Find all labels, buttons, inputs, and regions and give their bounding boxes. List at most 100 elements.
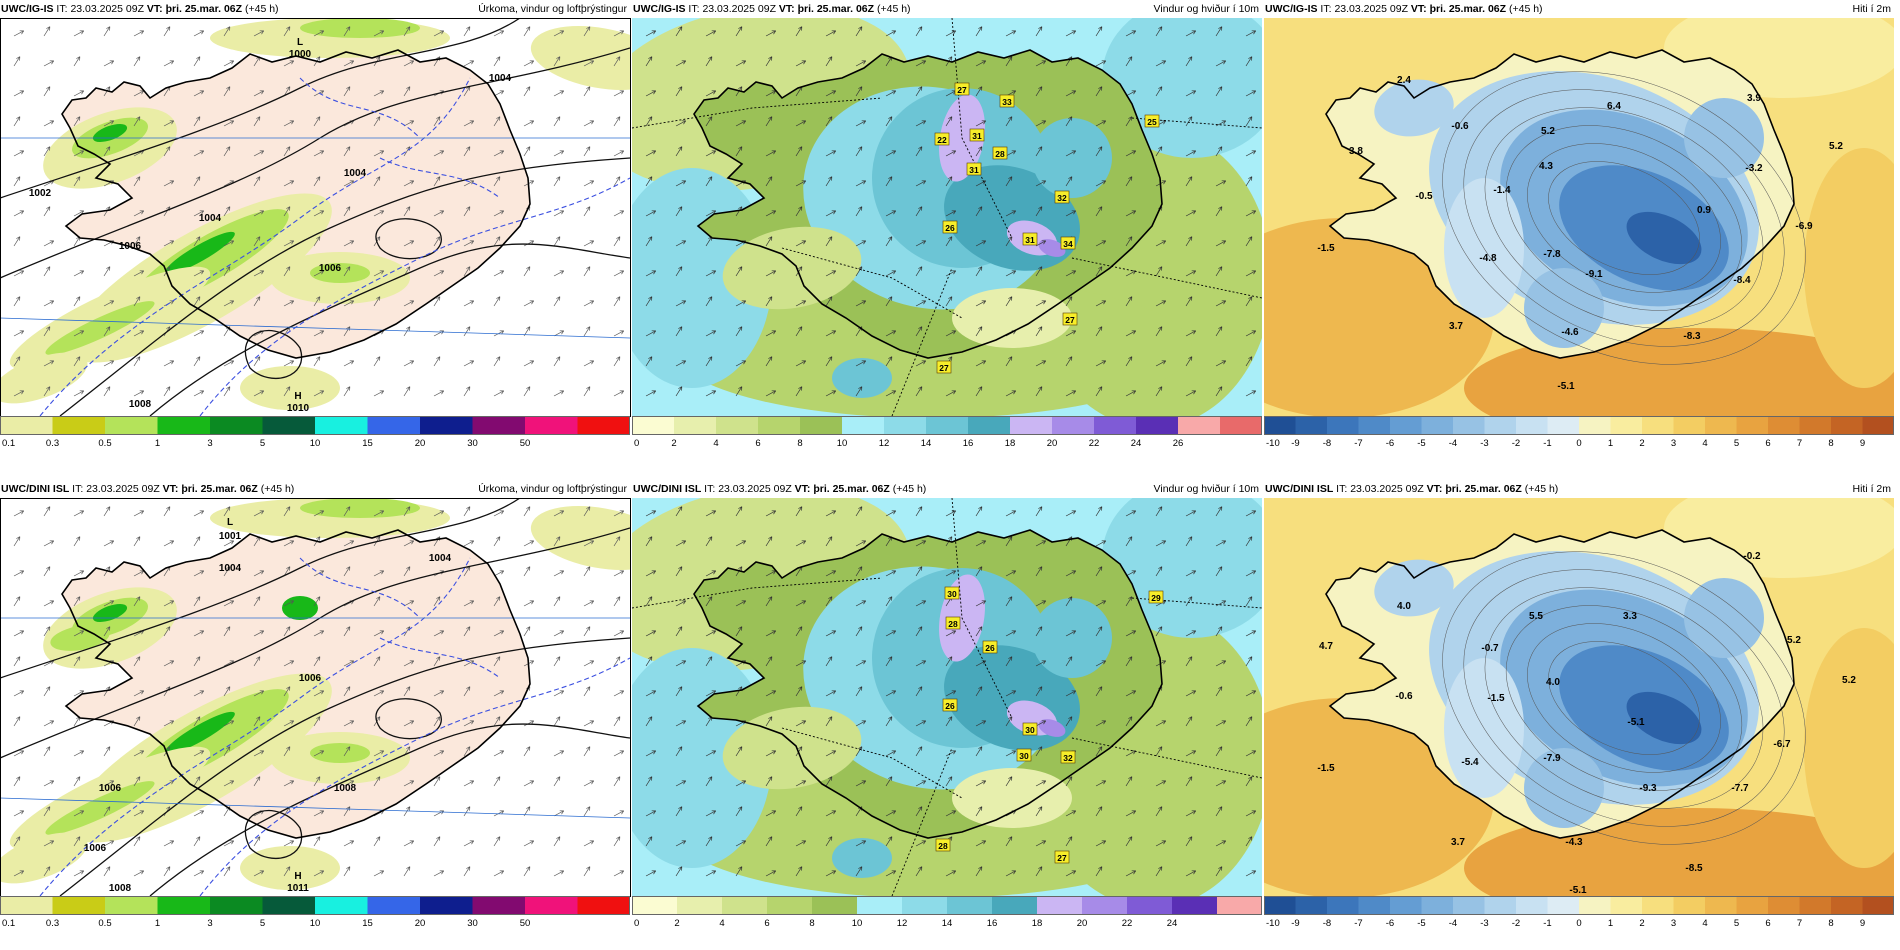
colorbar-tick: 0 <box>634 918 639 929</box>
precip-colorbar: 0.1 0.3 0.5 1 3 5 10 15 20 30 50 <box>0 416 630 452</box>
temp-map[interactable]: -0.2 4.0 5.5 3.3 4.7 -0.7 5.2 4.0 5.2 -0.6 -1.5 -5.… <box>1264 498 1894 896</box>
map-label: 1006 <box>299 673 322 684</box>
wind-vectors <box>645 26 1257 397</box>
map-label: -1.5 <box>1317 763 1335 774</box>
field-patch <box>1626 691 1702 745</box>
colorbar-tick: 9 <box>1860 438 1865 449</box>
colorbar-swatch <box>716 416 759 434</box>
map-label: 1006 <box>319 263 342 274</box>
colorbar-swatch <box>857 896 903 914</box>
coastline <box>693 49 1163 359</box>
colorbar-swatch <box>1736 416 1769 434</box>
temp-map[interactable]: 2.4 -0.6 5.2 6.4 3.9 3.8 4.3 -1.4 -3.2 5.2 -0.5 0.9… <box>1264 18 1894 416</box>
colorbar-tick: 0.5 <box>98 438 111 449</box>
map-label: -6.7 <box>1773 739 1791 750</box>
field-patch <box>832 838 892 878</box>
field-patch <box>1374 79 1454 137</box>
colorbar-swatch <box>1705 896 1737 914</box>
colorbar-tick: 6 <box>1765 918 1770 929</box>
map-label: 26 <box>985 643 995 653</box>
map-label: 1004 <box>429 553 452 564</box>
precip-map[interactable]: L 1001 H 1011 1004 1006 1006 1008 1004 1006 1008 <box>0 498 630 896</box>
colorbar-swatch <box>1037 896 1083 914</box>
map-label: 3.7 <box>1451 837 1465 848</box>
panel-title: Hiti í 2m <box>1852 483 1891 495</box>
map-label: -3.2 <box>1745 163 1763 174</box>
colorbar-tick: 16 <box>963 438 974 449</box>
colorbar-swatch <box>1295 896 1328 914</box>
map-label: -6.9 <box>1795 221 1813 232</box>
map-label: 3.9 <box>1747 93 1761 104</box>
map-label: 1008 <box>129 399 152 410</box>
colorbar-swatch <box>1610 896 1643 914</box>
colorbar-swatch <box>1390 896 1422 914</box>
map-label: 31 <box>972 131 982 141</box>
colorbar-tick: -5 <box>1417 438 1425 449</box>
colorbar-tick: 2 <box>1639 918 1644 929</box>
colorbar-tick: 8 <box>809 918 814 929</box>
colorbar-swatch <box>1516 896 1548 914</box>
colorbar-swatch <box>577 896 630 914</box>
map-label: 28 <box>948 619 958 629</box>
wind-map[interactable]: 27 33 22 31 28 31 32 26 31 34 25 27 27 <box>632 18 1262 416</box>
colorbar-tick: 6 <box>1765 438 1770 449</box>
field-patch <box>1032 598 1112 678</box>
map-label: 1010 <box>287 403 310 414</box>
colorbar-swatch <box>968 416 1011 434</box>
colorbar-swatch <box>1642 896 1674 914</box>
map-label: 30 <box>1019 751 1029 761</box>
gust-label-box <box>942 698 958 712</box>
colorbar-swatch <box>1220 416 1262 434</box>
vt-label: VT: <box>1410 3 1427 15</box>
colorbar-swatch <box>1217 896 1262 914</box>
field-patch <box>1626 211 1702 265</box>
map-label: 34 <box>1063 239 1073 249</box>
panel-title: Vindur og hviður í 10m <box>1153 483 1259 495</box>
colorbar-tick: 4 <box>1702 438 1707 449</box>
it-label: IT: <box>1336 483 1348 495</box>
it-label: IT: <box>688 3 700 15</box>
map-label: -7.7 <box>1731 783 1749 794</box>
panel-header: UWC/IG-IS IT: 23.03.2025 09Z VT: þri. 25… <box>632 0 1262 18</box>
gust-label-box <box>1054 850 1070 864</box>
map-label: 28 <box>938 841 948 851</box>
colorbar-swatch <box>0 416 53 434</box>
colorbar-swatch <box>105 416 158 434</box>
map-label: 4.3 <box>1539 161 1553 172</box>
colorbar-tick: -10 <box>1266 438 1280 449</box>
map-label: 22 <box>937 135 947 145</box>
wind-vectors <box>13 506 625 877</box>
map-label: 1002 <box>29 188 52 199</box>
colorbar-swatch <box>1082 896 1128 914</box>
colorbar-swatch <box>1831 416 1863 434</box>
precip-map[interactable]: L 1000 H 1010 1002 1004 1006 1004 1006 1008 1004 <box>0 18 630 416</box>
map-label: 3.3 <box>1623 611 1637 622</box>
init-time: 23.03.2025 09Z <box>70 3 144 15</box>
colorbar-border <box>0 896 630 915</box>
colorbar-swatch <box>1421 896 1454 914</box>
colorbar-tick: 8 <box>1828 438 1833 449</box>
map-label: 29 <box>1151 593 1161 603</box>
colorbar-tick: 22 <box>1122 918 1133 929</box>
colorbar-tick: -1 <box>1543 438 1551 449</box>
coastline <box>1325 529 1795 839</box>
colorbar-tick: -6 <box>1386 438 1394 449</box>
map-label: 25 <box>1147 117 1157 127</box>
gust-label-box <box>1022 232 1038 246</box>
map-label: 27 <box>1065 315 1075 325</box>
colorbar-swatch <box>947 896 993 914</box>
map-label: -5.1 <box>1557 381 1575 392</box>
field-patch <box>1038 239 1066 257</box>
colorbar-swatch <box>1390 416 1422 434</box>
wind-colorbar: 0 2 4 6 8 10 12 14 16 18 20 22 24 <box>632 896 1262 932</box>
vt-label: VT: <box>146 3 163 15</box>
panel-title: Hiti í 2m <box>1852 3 1891 15</box>
wind-map[interactable]: 30 28 26 26 30 30 32 28 27 29 <box>632 498 1262 896</box>
colorbar-swatch <box>842 416 885 434</box>
init-time: 23.03.2025 09Z <box>1350 483 1424 495</box>
map-label: -5.1 <box>1569 885 1587 896</box>
colorbar-swatch <box>1127 896 1173 914</box>
colorbar-swatch <box>367 896 421 914</box>
colorbar-tick: 5 <box>260 918 265 929</box>
